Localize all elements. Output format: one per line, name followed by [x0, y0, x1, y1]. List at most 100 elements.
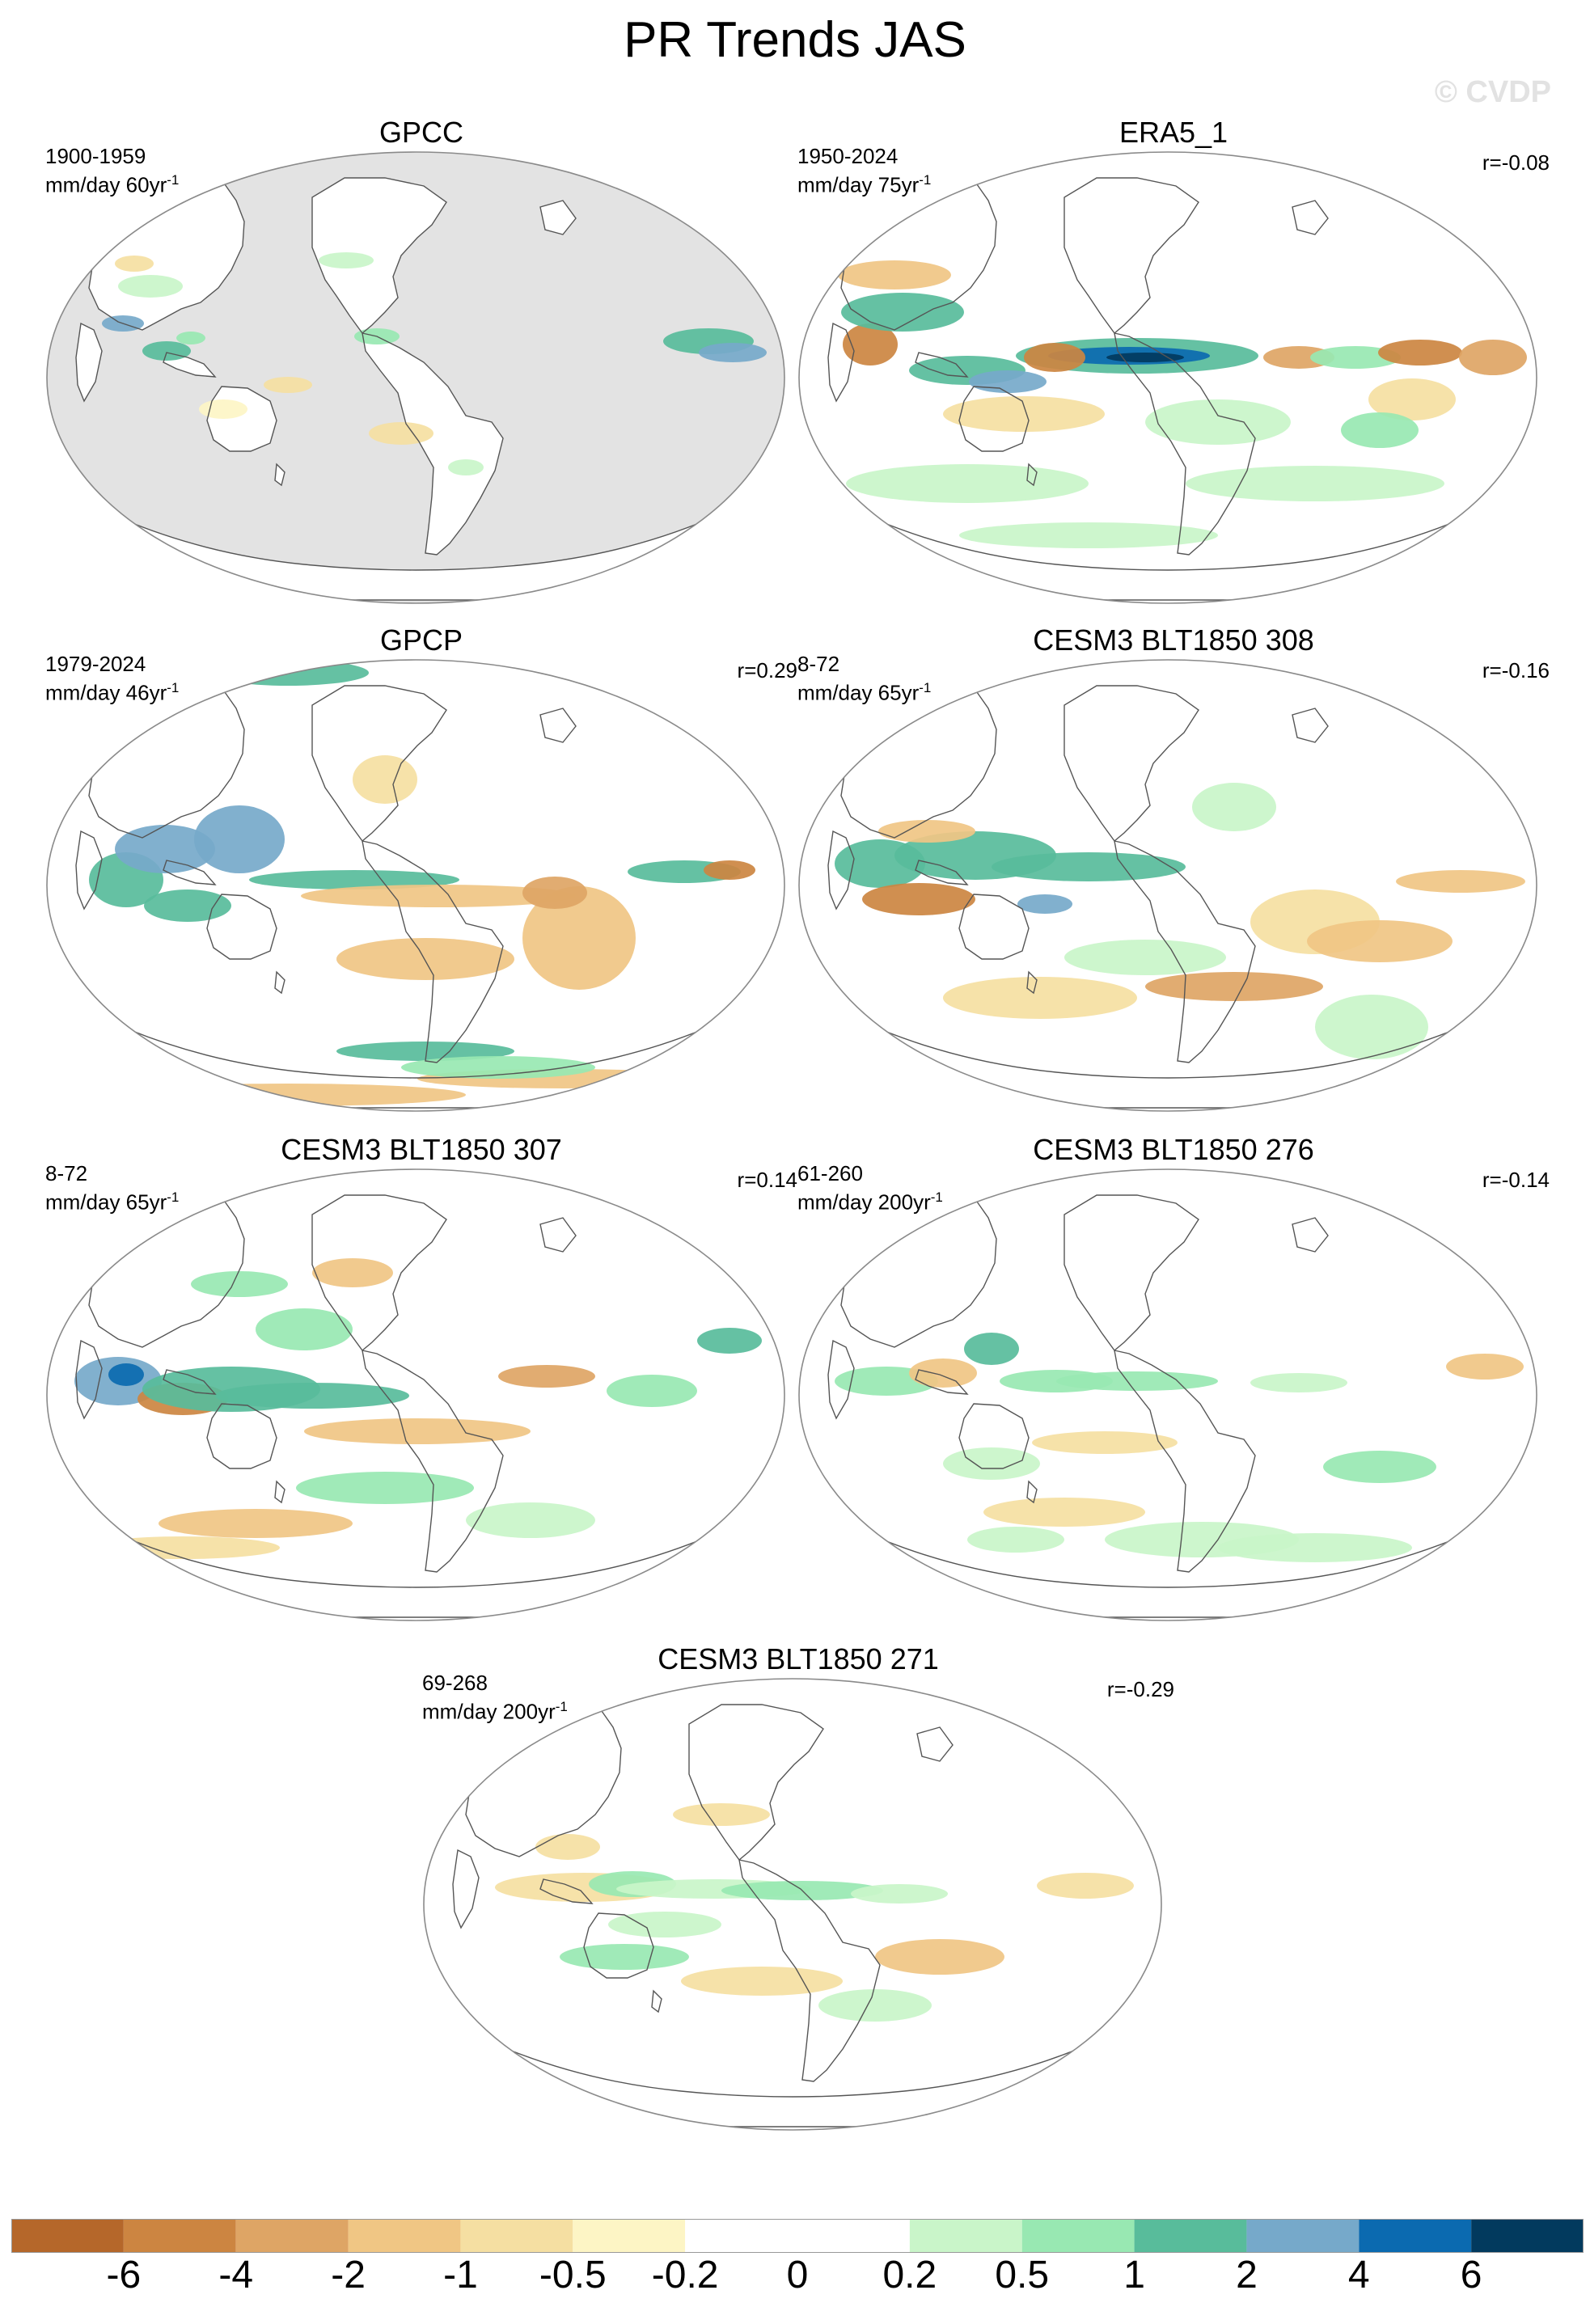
trend-contour: [215, 1383, 409, 1409]
coastline: [1064, 685, 1199, 843]
colorbar-swatch: [573, 2219, 686, 2253]
coastline: [206, 1403, 277, 1469]
map-panel: CESM3 BLT1850 276 61-260 mm/day 200yr-1 r=-…: [797, 1132, 1550, 1642]
coastline: [827, 830, 855, 911]
trend-field: [47, 152, 784, 603]
panel-units: mm/day 200yr-1: [797, 1185, 943, 1215]
trend-contour: [1145, 972, 1323, 1001]
land-region: [540, 201, 576, 235]
trend-contour: [983, 1498, 1145, 1527]
colorbar-tick-label: 6: [1460, 2254, 1482, 2297]
panel-units: mm/day 65yr-1: [45, 1185, 179, 1215]
trend-contour: [86, 1536, 280, 1559]
trend-contour: [1250, 1373, 1347, 1392]
trend-contour: [1315, 995, 1428, 1059]
coastline: [163, 860, 217, 885]
coastline: [75, 1339, 103, 1420]
world-map: [423, 1678, 1162, 2131]
coastline: [916, 1726, 954, 1762]
panel-units-text: mm/day 200yr: [797, 1189, 931, 1215]
trend-contour: [1106, 353, 1184, 362]
trend-contour: [969, 370, 1047, 393]
trend-contour: [1459, 340, 1527, 375]
trend-contour: [1186, 466, 1444, 501]
coastline: [583, 1912, 654, 1979]
colorbar-swatch: [685, 2219, 797, 2253]
trend-contour: [301, 885, 576, 907]
panel-units-exponent: -1: [919, 680, 932, 695]
watermark: © CVDP: [1434, 75, 1551, 109]
trend-contour: [191, 1271, 288, 1297]
panel-title: CESM3 BLT1850 308: [1033, 623, 1314, 657]
coastline: [206, 386, 277, 452]
coastline: [93, 1522, 738, 1618]
panel-units-exponent: -1: [919, 172, 932, 188]
colorbar-swatch: [797, 2219, 910, 2253]
coastline: [1114, 1350, 1256, 1573]
trend-contour: [967, 1527, 1064, 1553]
trend-contour: [176, 332, 205, 344]
colorbar-swatch: [1359, 2219, 1472, 2253]
coastline: [163, 352, 217, 378]
world-map: [46, 659, 785, 1112]
coastline: [539, 1878, 594, 1904]
colorbar-tick-label: 0.2: [882, 2254, 937, 2297]
trend-contour: [369, 422, 433, 445]
panel-units-exponent: -1: [930, 1189, 943, 1205]
colorbar-swatch: [11, 2219, 124, 2253]
trend-contour: [846, 464, 1089, 503]
trend-contour: [1064, 940, 1226, 975]
coastline: [539, 708, 577, 743]
map-background: [799, 1169, 1537, 1620]
coastline: [958, 386, 1030, 452]
coastline: [958, 894, 1030, 960]
coastline: [1026, 1480, 1038, 1504]
trend-contour: [851, 1884, 948, 1904]
trend-contour: [697, 1328, 762, 1354]
trend-contour: [1341, 412, 1419, 448]
trend-contour: [448, 459, 484, 475]
trend-contour: [1378, 340, 1462, 366]
coastline: [206, 894, 277, 960]
continent-outline-icon: [75, 685, 738, 1109]
coastline: [845, 1012, 1491, 1109]
panel-period: 1950-2024: [797, 144, 899, 168]
trend-contour: [256, 1308, 353, 1350]
trend-contour: [1145, 399, 1291, 445]
trend-contour: [1396, 870, 1525, 893]
world-map: [798, 659, 1537, 1112]
map-border: [798, 659, 1537, 1112]
trend-contour: [560, 1944, 689, 1970]
trend-contour: [304, 1418, 531, 1444]
panel-units: mm/day 46yr-1: [45, 676, 179, 705]
trend-contour: [607, 1375, 697, 1407]
trend-contour: [1037, 1873, 1134, 1899]
panel-correlation: r=-0.08: [1482, 150, 1550, 175]
colorbar-tick-label: 0.5: [995, 2254, 1050, 2297]
land-region: [362, 333, 503, 555]
colorbar-swatch: [1021, 2219, 1135, 2253]
coastline: [470, 2031, 1115, 2128]
world-map: [798, 151, 1537, 604]
trend-contour: [522, 877, 587, 909]
trend-contour: [401, 1056, 595, 1079]
trend-contour: [296, 1472, 474, 1504]
coastline: [75, 322, 103, 403]
trend-contour: [194, 805, 285, 873]
continent-outline-icon: [452, 1704, 1115, 2128]
panel-period: 8-72: [45, 1161, 88, 1185]
colorbar-swatch: [348, 2219, 461, 2253]
colorbar-tick-label: 2: [1236, 2254, 1258, 2297]
coastline: [75, 830, 103, 911]
trend-contour: [1192, 783, 1276, 831]
map-panel: CESM3 BLT1850 307 8-72 mm/day 65yr-1 r=0.14: [45, 1132, 797, 1642]
coastline: [93, 1012, 738, 1109]
coastline: [539, 200, 577, 235]
trend-contour: [992, 852, 1186, 881]
panel-correlation: r=-0.29: [1106, 1677, 1174, 1701]
trend-field: [835, 1333, 1524, 1562]
trend-contour: [838, 260, 951, 289]
map-panel: GPCC 1900-1959 mm/day 60yr-1: [45, 115, 797, 624]
map-border: [798, 1168, 1537, 1621]
coastline: [1064, 1194, 1199, 1352]
